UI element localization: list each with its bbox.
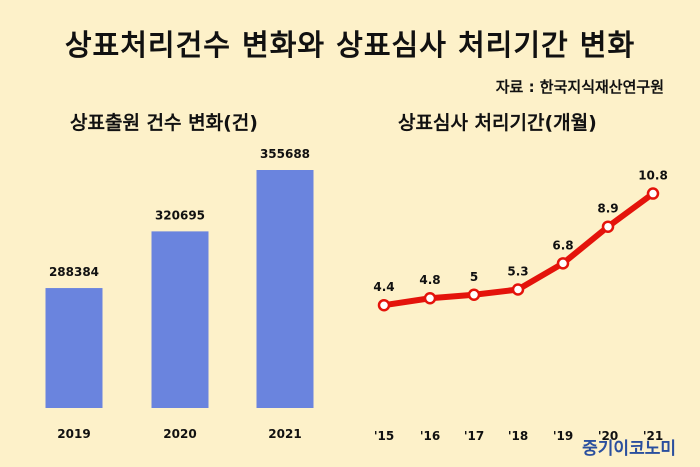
x-tick-label: '20 [598,429,618,443]
data-point [377,298,391,312]
bar-value-label: 355688 [260,147,310,161]
bar-chart: 288384 2019 320695 2020 355688 2021 [45,147,314,441]
x-tick-label: '17 [464,429,484,443]
data-point [423,291,437,305]
bar-value-label: 288384 [49,265,99,279]
x-tick-label: '19 [553,429,573,443]
point-value-label: 10.8 [638,169,668,183]
point-value-label: 4.4 [373,280,394,294]
data-point [646,187,660,200]
bar [45,288,103,408]
point-value-label: 6.8 [552,238,573,252]
x-tick-label: '16 [420,429,440,443]
source-note: 자료 : 한국지식재산연구원 [495,78,664,96]
x-tick-label: '18 [508,429,528,443]
bar [151,231,209,408]
data-point [556,257,570,270]
data-point [601,220,615,233]
brand-logo: 중기이코노미 [582,439,676,459]
x-tick-label: 2021 [268,427,301,441]
bar-chart-title: 상표출원 건수 변화(건) [70,112,258,134]
page-title: 상표처리건수 변화와 상표심사 처리기간 변화 [64,28,636,62]
point-value-label: 5 [470,270,478,284]
line-chart: 4.4 '15 4.8 '16 5 '17 5.3 '18 6.8 '19 8.9 '20 10.8 '2… [373,169,667,443]
bar [256,170,314,408]
x-tick-label: 2019 [57,427,90,441]
line-chart-title: 상표심사 처리기간(개월) [398,112,597,134]
x-tick-label: '15 [374,429,394,443]
data-point [467,288,481,301]
bar-value-label: 320695 [155,208,205,222]
point-value-label: 8.9 [597,202,618,216]
x-tick-label: '21 [643,429,663,443]
point-value-label: 5.3 [507,265,528,279]
point-value-label: 4.8 [419,273,440,287]
data-point [511,283,525,296]
x-tick-label: 2020 [163,427,196,441]
